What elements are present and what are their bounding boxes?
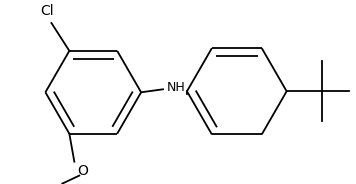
Text: O: O — [77, 164, 88, 178]
Text: Cl: Cl — [41, 4, 54, 18]
Text: NH: NH — [167, 81, 186, 94]
